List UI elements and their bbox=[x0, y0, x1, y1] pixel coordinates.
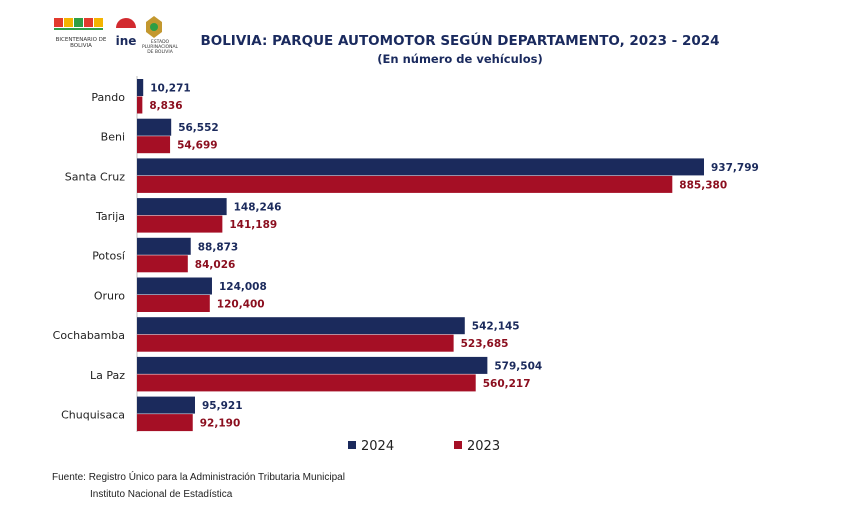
bar-2024-potos- bbox=[137, 237, 191, 255]
data-label-2023-cochabamba: 523,685 bbox=[461, 338, 509, 350]
bar-2023-tarija bbox=[137, 215, 223, 233]
data-label-2023-tarija: 141,189 bbox=[229, 219, 277, 231]
bar-2023-pando bbox=[137, 96, 143, 114]
bar-2023-chuquisaca bbox=[137, 414, 193, 432]
bar-2024-oruro bbox=[137, 277, 212, 295]
estado-text: ESTADO PLURINACIONAL DE BOLIVIA bbox=[141, 40, 179, 55]
bar-2023-beni bbox=[137, 136, 171, 154]
data-label-2023-beni: 54,699 bbox=[177, 140, 218, 152]
bar-2024-tarija bbox=[137, 198, 227, 216]
bars-layer: Pando 10,271 8,836 Beni 56,552 54,699 Santa Cr… bbox=[53, 79, 759, 432]
data-label-2023-oruro: 120,400 bbox=[217, 299, 265, 311]
category-label-cochabamba: Cochabamba bbox=[53, 329, 125, 342]
bicentenario-logo bbox=[54, 18, 103, 30]
data-label-2024-cochabamba: 542,145 bbox=[472, 321, 520, 333]
source-line-institution: Instituto Nacional de Estadística bbox=[90, 489, 233, 500]
bar-2023-la-paz bbox=[137, 374, 476, 392]
category-label-santa-cruz: Santa Cruz bbox=[65, 170, 125, 183]
bar-2023-cochabamba bbox=[137, 334, 454, 352]
legend-label-2024: 2024 bbox=[361, 439, 395, 454]
source-line: Fuente: Registro Único para la Administr… bbox=[52, 472, 345, 483]
bar-2024-santa-cruz bbox=[137, 158, 704, 176]
ine-text: ine bbox=[115, 34, 137, 48]
estado-logo bbox=[146, 16, 162, 38]
bar-2023-potos- bbox=[137, 255, 188, 273]
data-label-2024-oruro: 124,008 bbox=[219, 281, 267, 293]
category-label-potos-: Potosí bbox=[92, 250, 126, 263]
data-label-2023-santa-cruz: 885,380 bbox=[679, 179, 727, 191]
bar-2024-la-paz bbox=[137, 356, 488, 374]
data-label-2024-tarija: 148,246 bbox=[234, 202, 282, 214]
category-label-pando: Pando bbox=[91, 91, 125, 104]
category-label-tarija: Tarija bbox=[95, 210, 125, 223]
data-label-2024-potos-: 88,873 bbox=[198, 241, 239, 253]
legend-item-2024: 2024 bbox=[348, 439, 394, 454]
bar-2023-santa-cruz bbox=[137, 175, 673, 193]
data-label-2023-potos-: 84,026 bbox=[195, 259, 236, 271]
legend-item-2023: 2023 bbox=[454, 439, 500, 454]
bicentenario-text: BICENTENARIO DE BOLIVIA bbox=[55, 37, 107, 49]
data-label-2024-beni: 56,552 bbox=[178, 122, 219, 134]
category-label-oruro: Oruro bbox=[94, 289, 125, 302]
ine-logo bbox=[115, 18, 137, 40]
data-label-2024-chuquisaca: 95,921 bbox=[202, 400, 243, 412]
bar-2024-cochabamba bbox=[137, 317, 465, 335]
legend-label-2023: 2023 bbox=[467, 439, 501, 454]
data-label-2024-pando: 10,271 bbox=[150, 83, 191, 95]
bar-2024-pando bbox=[137, 79, 144, 96]
legend-swatch-2024 bbox=[348, 441, 356, 449]
bar-2024-beni bbox=[137, 118, 172, 136]
category-label-beni: Beni bbox=[101, 131, 125, 144]
bar-2023-oruro bbox=[137, 295, 210, 312]
chart-subtitle: (En número de vehículos) bbox=[377, 52, 543, 66]
data-label-2023-pando: 8,836 bbox=[149, 100, 182, 112]
data-label-2024-santa-cruz: 937,799 bbox=[711, 162, 759, 174]
data-label-2023-chuquisaca: 92,190 bbox=[200, 418, 241, 430]
legend-swatch-2023 bbox=[454, 441, 462, 449]
data-label-2023-la-paz: 560,217 bbox=[483, 378, 531, 390]
data-label-2024-la-paz: 579,504 bbox=[494, 360, 542, 372]
chart-title: BOLIVIA: PARQUE AUTOMOTOR SEGÚN DEPARTAM… bbox=[200, 33, 720, 49]
bar-2024-chuquisaca bbox=[137, 396, 195, 414]
category-label-la-paz: La Paz bbox=[90, 369, 125, 382]
category-label-chuquisaca: Chuquisaca bbox=[61, 408, 125, 421]
logo-group bbox=[54, 16, 162, 40]
